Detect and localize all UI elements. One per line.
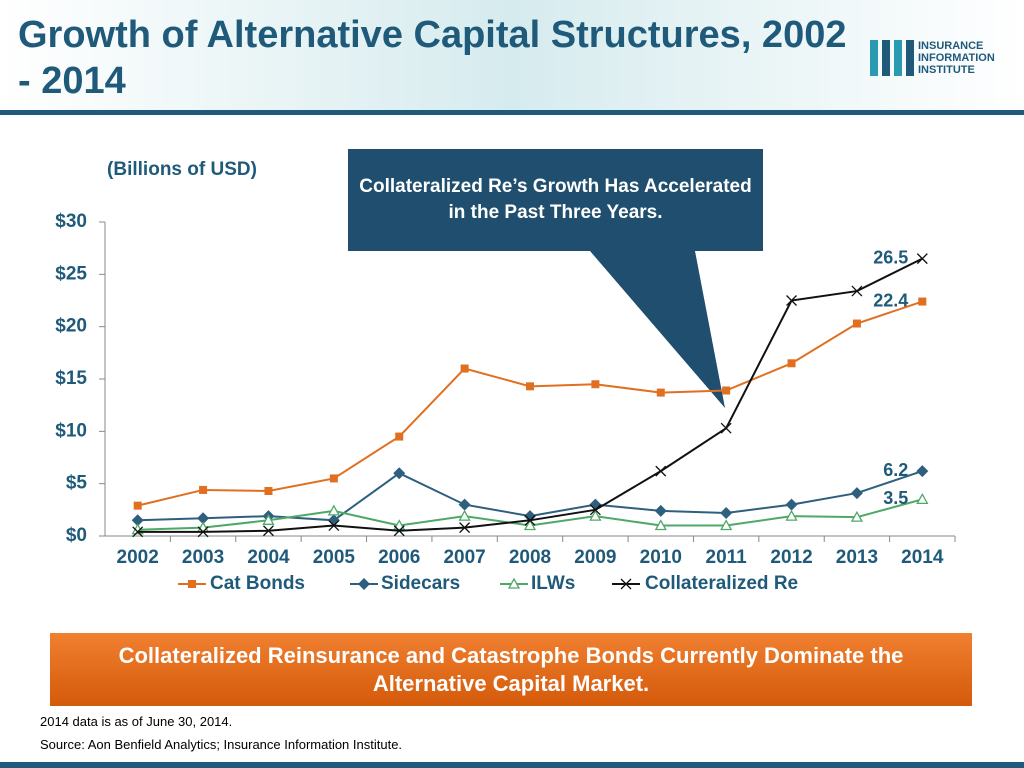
data-point [785,498,798,511]
x-tick-label: 2014 [901,547,944,568]
series-line [137,300,923,507]
data-point [329,474,338,483]
data-point [655,465,667,477]
data-point [916,493,929,505]
x-tick-label: 2007 [443,547,485,568]
data-point [918,297,927,306]
footnote: Source: Aon Benfield Analytics; Insuranc… [40,737,403,752]
data-point [524,514,536,526]
data-point [460,364,469,373]
data-point [589,504,601,516]
legend-label: Collateralized Re [645,573,798,594]
data-point [722,386,731,395]
x-tick-label: 2002 [117,547,159,568]
data-point [656,388,665,397]
x-tick-label: 2011 [706,547,748,568]
logo: INSURANCE INFORMATION INSTITUTE [918,40,995,76]
data-point [654,504,667,517]
data-point [720,519,733,531]
legend-label: Cat Bonds [210,573,305,594]
y-axis-label: (Billions of USD) [107,159,257,180]
banner: Collateralized Reinsurance and Catastrop… [50,633,972,706]
data-point [654,519,667,531]
data-point [197,512,210,525]
data-point [720,422,732,434]
header-bg [0,0,1024,112]
x-tick-label: 2008 [509,547,551,568]
data-point [459,522,471,534]
x-tick-label: 2006 [378,547,420,568]
y-tick-label: $10 [55,420,87,441]
legend-marker [188,580,196,588]
data-point [591,380,600,389]
callout-box [348,149,763,251]
data-point [327,504,340,516]
data-point [393,525,405,537]
header-rule [0,110,1024,115]
title: Growth of Alternative Capital Structures… [18,14,847,102]
y-tick-label: $0 [66,525,87,546]
data-point [786,295,797,306]
legend-marker [507,577,521,589]
x-tick-label: 2003 [182,547,224,568]
data-point [328,520,340,531]
x-tick-label: 2012 [770,547,812,568]
footnote: 2014 data is as of June 30, 2014. [40,714,233,729]
y-tick-label: $25 [55,263,87,284]
callout-text: Collateralized Re’s Growth Has Accelerat… [359,176,752,223]
data-point [852,319,861,328]
data-label: 22.4 [873,290,908,310]
data-point [132,526,144,538]
x-tick-label: 2009 [574,547,616,568]
data-point [197,526,209,538]
data-point [395,432,404,441]
data-point [264,486,273,495]
legend-label: ILWs [531,573,575,594]
logo-line: INFORMATION [918,52,995,64]
logo-line: INSTITUTE [918,64,975,76]
y-tick-label: $20 [55,316,87,337]
data-point [262,513,275,525]
data-point [458,509,471,521]
data-point [523,519,537,531]
data-point [787,359,796,368]
data-point [850,510,864,522]
data-point [720,506,733,519]
footer-rule [0,762,1024,768]
x-tick-label: 2004 [247,547,290,568]
data-point [199,485,208,494]
legend-marker [620,578,632,590]
data-point [850,487,863,500]
y-tick-label: $5 [66,473,88,494]
data-point [393,467,406,480]
data-point [785,509,798,521]
data-point [916,253,928,265]
data-point [589,509,602,521]
callout-pointer [590,251,725,408]
logo-mark [870,40,914,76]
x-tick-label: 2013 [836,547,878,568]
data-label: 26.5 [873,247,908,267]
data-point [133,501,142,510]
data-point [526,382,534,391]
logo-line: INSURANCE [918,40,984,52]
x-tick-label: 2005 [313,547,356,568]
data-label: 3.5 [883,488,908,508]
data-point [263,525,274,537]
data-point [851,285,863,297]
data-point [458,498,471,511]
legend-label: Sidecars [381,573,460,594]
legend-marker [358,578,370,590]
y-tick-label: $30 [55,211,87,232]
data-label: 6.2 [883,460,908,480]
data-point [393,519,406,531]
y-tick-label: $15 [55,368,87,389]
data-point [916,465,929,478]
x-tick-label: 2010 [640,547,682,568]
data-point [131,514,144,527]
